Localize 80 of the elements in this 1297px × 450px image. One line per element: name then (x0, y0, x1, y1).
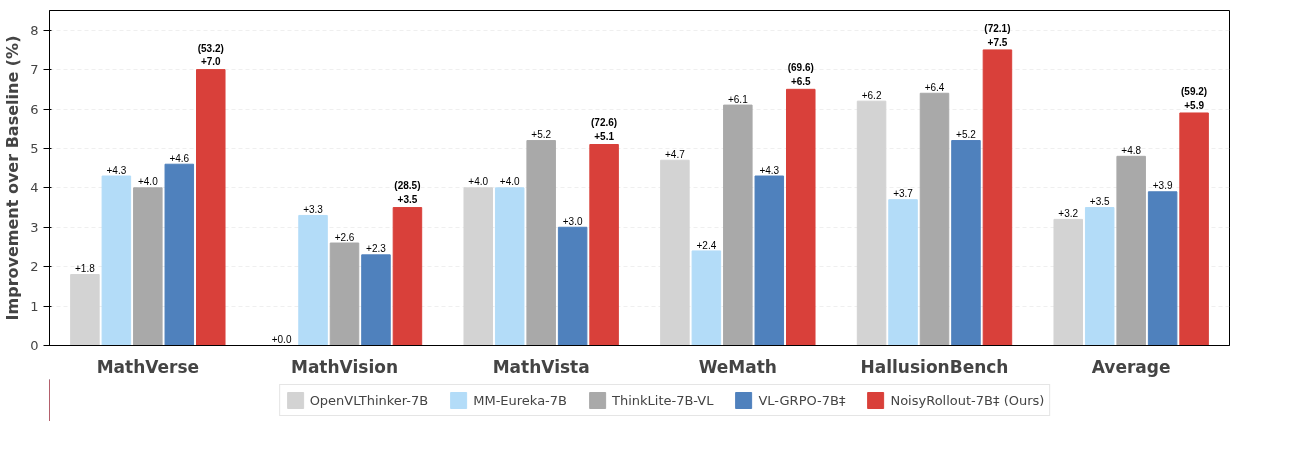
data-label: +5.2 (531, 129, 552, 141)
bar (329, 242, 360, 346)
y-tick-label: 3 (30, 219, 39, 235)
bar (196, 69, 226, 346)
data-label: (72.1) +7.5 (984, 22, 1011, 48)
data-label: +6.4 (924, 81, 945, 93)
data-label: +6.1 (727, 93, 749, 105)
y-tick-label: 6 (30, 101, 39, 117)
legend-label: OpenVLThinker-7B (309, 392, 429, 408)
x-tick-label: HallusionBench (860, 356, 1009, 377)
y-tick-label: 5 (30, 140, 39, 156)
data-label: (28.5) +3.5 (394, 180, 421, 206)
data-label: +3.3 (303, 204, 324, 216)
bar (463, 187, 493, 346)
y-tick-label: 0 (30, 338, 39, 353)
data-label: +5.2 (956, 129, 977, 141)
data-label: +2.3 (366, 243, 387, 255)
x-tick-label: MathVision (290, 356, 399, 377)
bar (660, 159, 690, 346)
y-tick-label: 4 (30, 180, 39, 196)
data-label: (69.6) +6.5 (787, 62, 814, 87)
bar (1147, 191, 1178, 346)
data-label: +2.4 (696, 239, 717, 251)
bar (164, 163, 195, 346)
data-label: +4.7 (665, 148, 686, 160)
data-label: +4.0 (499, 176, 521, 188)
bar (691, 250, 722, 346)
x-tick-label: Average (1091, 356, 1171, 377)
bar (70, 274, 100, 346)
x-tick-label: MathVista (492, 356, 590, 377)
bar (589, 144, 619, 346)
bar (982, 49, 1013, 346)
data-label: +4.8 (1121, 144, 1142, 156)
data-label: (72.6) +5.1 (591, 117, 618, 143)
bar (494, 187, 525, 346)
legend-label: ThinkLite-7B-VL (611, 392, 714, 408)
x-tick-label: WeMath (698, 356, 777, 377)
bar (856, 100, 887, 346)
data-label: (53.2) +7.0 (197, 42, 224, 68)
data-label: +0.0 (271, 334, 292, 346)
bar (361, 254, 391, 346)
legend-label: MM-Eureka-7B (473, 392, 567, 408)
bar (1116, 155, 1146, 346)
y-tick-label: 1 (30, 298, 39, 314)
legend-label: NoisyRollout-7B‡ (Ours) (890, 392, 1045, 408)
data-label: +4.0 (468, 176, 489, 188)
legend-label: VL-GRPO-7B‡ (758, 392, 846, 408)
data-label: (59.2) +5.9 (1181, 85, 1208, 111)
y-axis-title: Improvement over Baseline (%) (3, 35, 23, 321)
bar (133, 187, 163, 346)
data-label: +3.9 (1152, 180, 1173, 192)
data-label: +4.3 (106, 164, 127, 176)
bar (526, 140, 556, 346)
data-label: +2.6 (334, 231, 355, 243)
data-label: +3.0 (562, 215, 583, 227)
y-tick-label: 7 (30, 62, 39, 78)
data-label: +4.3 (759, 164, 780, 176)
bar (786, 88, 816, 346)
data-label: +3.7 (893, 188, 914, 200)
bar (1179, 112, 1209, 346)
bar (754, 175, 785, 346)
bar (557, 226, 588, 346)
bar (951, 140, 981, 346)
data-label: +4.0 (137, 176, 159, 188)
bar (919, 92, 950, 346)
y-tick-label: 2 (30, 259, 39, 275)
bar (1053, 218, 1083, 346)
bar (101, 175, 132, 346)
bar (888, 199, 918, 346)
data-label: +4.6 (169, 152, 190, 164)
bar (392, 207, 423, 346)
bar (298, 214, 328, 346)
data-label: +3.2 (1058, 208, 1079, 220)
data-label: +3.5 (1089, 196, 1111, 208)
y-tick-label: 8 (30, 22, 39, 38)
bar (723, 104, 753, 346)
data-label: +1.8 (75, 263, 96, 275)
data-label: +6.2 (861, 89, 882, 101)
bar (1084, 207, 1115, 346)
x-tick-label: MathVerse (96, 356, 200, 377)
